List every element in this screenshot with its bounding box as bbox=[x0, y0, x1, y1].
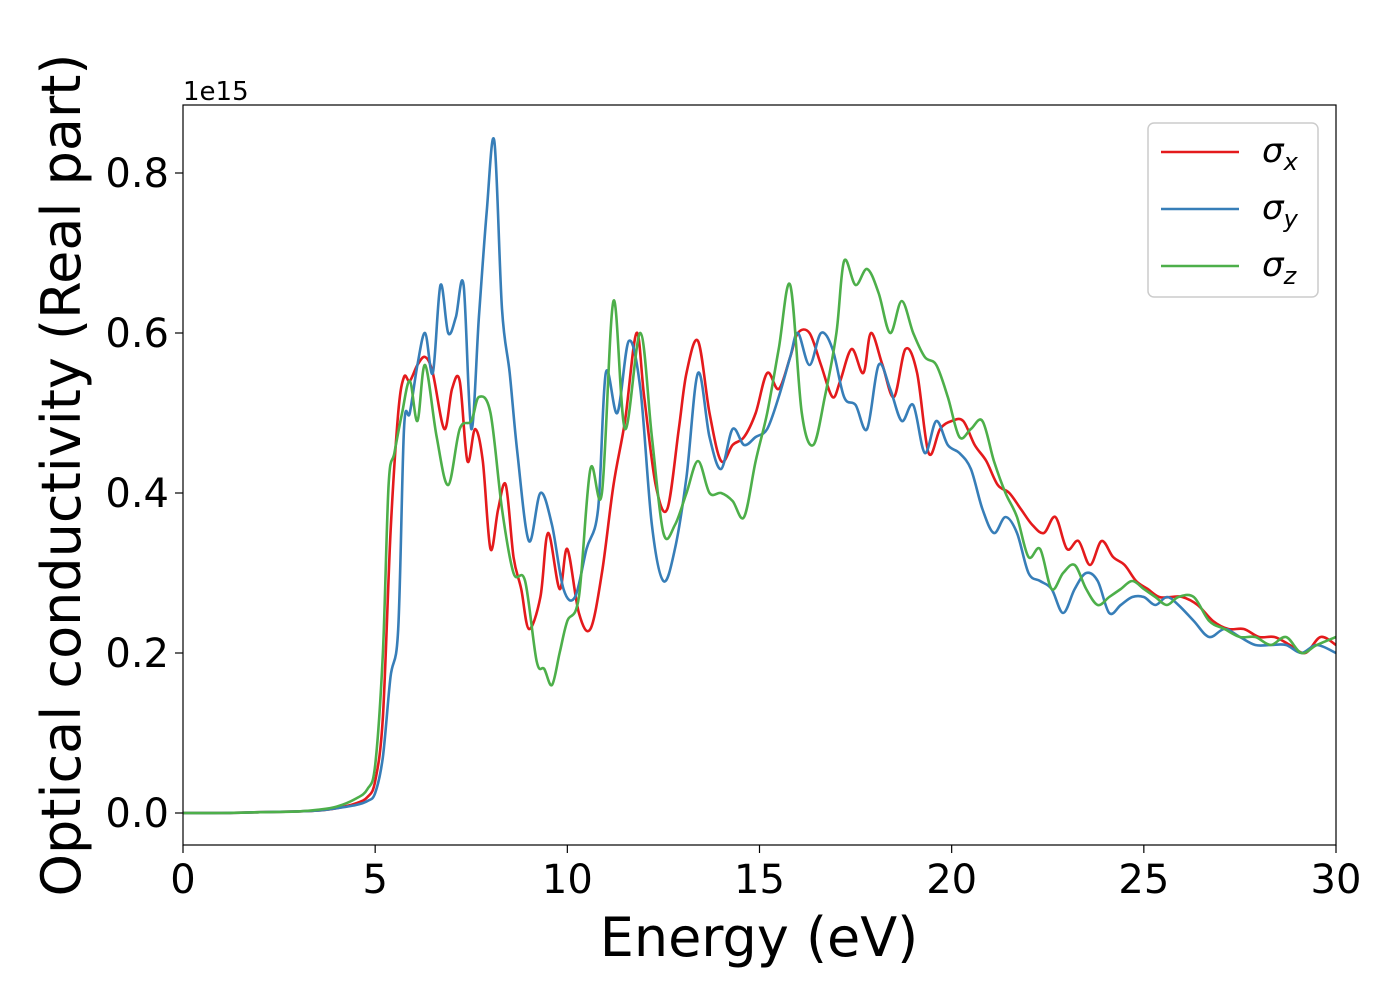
x-tick-label: 5 bbox=[362, 857, 387, 903]
y-tick-label: 0.6 bbox=[105, 311, 169, 357]
x-axis-label: Energy (eV) bbox=[600, 906, 919, 969]
x-tick-label: 20 bbox=[926, 857, 977, 903]
plot-background bbox=[183, 105, 1336, 845]
series-line-z bbox=[183, 258, 1336, 815]
x-axis: 0 5 10 15 20 25 30 bbox=[170, 845, 1361, 903]
legend: σx σy σz bbox=[1147, 122, 1319, 298]
legend-label-z: σz bbox=[1262, 245, 1298, 290]
y-axis: 0.0 0.2 0.4 0.6 0.8 bbox=[105, 151, 183, 837]
y-axis-label: Optical conductivity (Real part) bbox=[30, 54, 93, 897]
x-tick-label: 10 bbox=[542, 857, 593, 903]
x-tick-label: 30 bbox=[1311, 857, 1362, 903]
series-layer bbox=[183, 137, 1336, 815]
series-line-y bbox=[183, 137, 1336, 815]
y-tick-label: 0.8 bbox=[105, 151, 169, 197]
legend-label-x: σx bbox=[1262, 131, 1299, 176]
y-offset-label: 1e15 bbox=[183, 77, 249, 107]
legend-label-y: σy bbox=[1262, 188, 1299, 233]
x-tick-label: 0 bbox=[170, 857, 195, 903]
y-tick-label: 0.2 bbox=[105, 631, 169, 677]
x-tick-label: 25 bbox=[1118, 857, 1169, 903]
y-tick-label: 0.4 bbox=[105, 471, 169, 517]
y-tick-label: 0.0 bbox=[105, 791, 169, 837]
x-tick-label: 15 bbox=[734, 857, 785, 903]
